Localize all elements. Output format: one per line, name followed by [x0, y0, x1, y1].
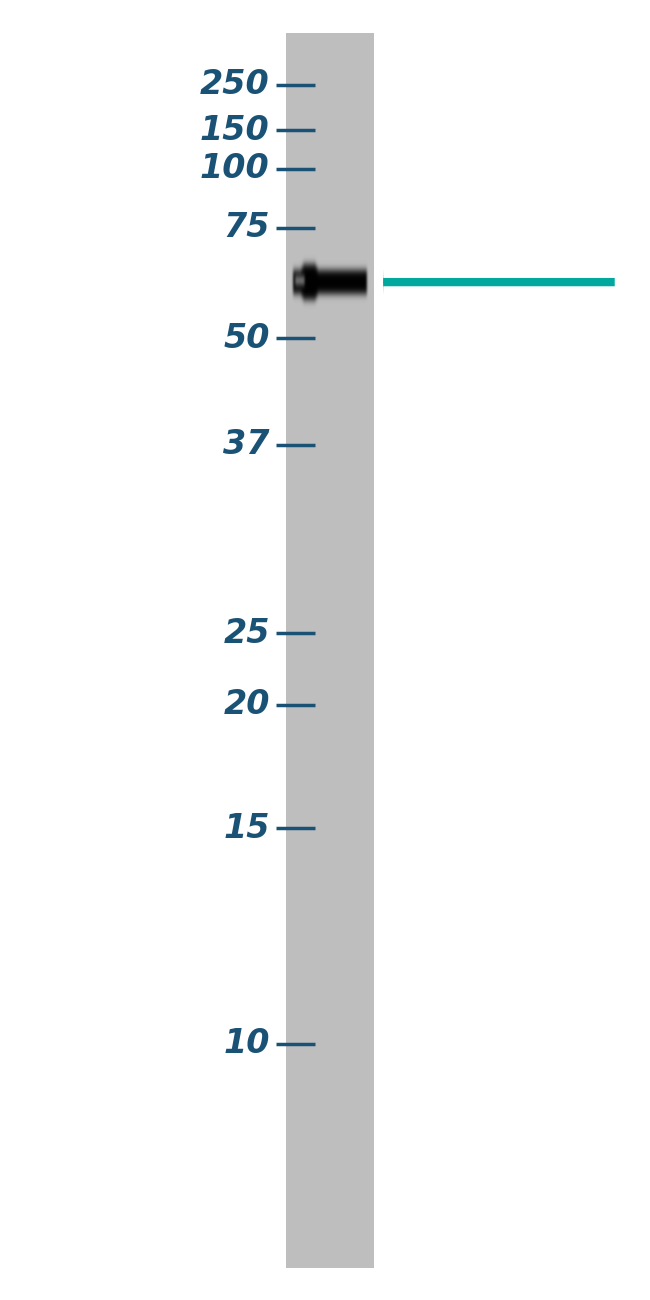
Text: 10: 10 [223, 1027, 270, 1061]
Bar [286, 32, 374, 1268]
Text: 25: 25 [223, 616, 270, 650]
Text: 20: 20 [223, 688, 270, 722]
Text: 15: 15 [223, 811, 270, 845]
Text: 37: 37 [223, 428, 270, 462]
Text: 150: 150 [200, 113, 270, 147]
Text: 50: 50 [223, 321, 270, 355]
Text: 100: 100 [200, 152, 270, 186]
Text: 75: 75 [223, 211, 270, 244]
Text: 250: 250 [200, 68, 270, 101]
